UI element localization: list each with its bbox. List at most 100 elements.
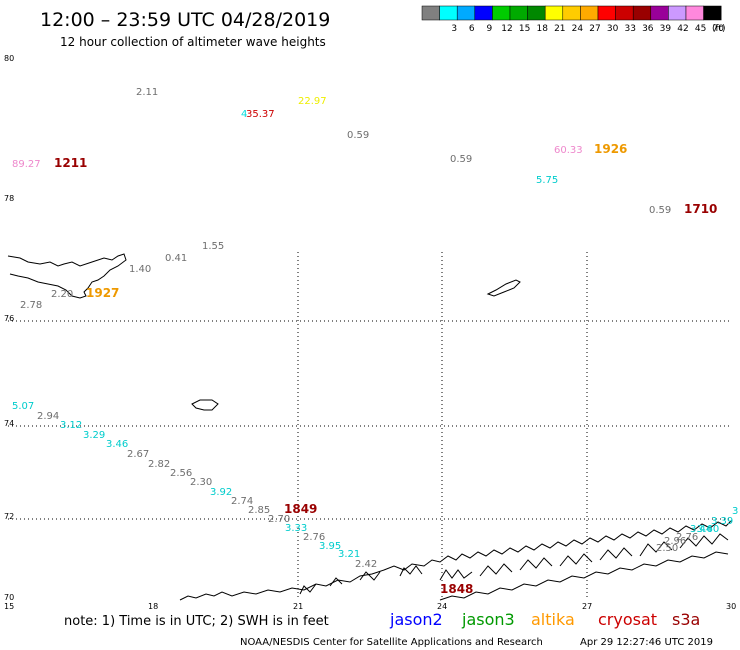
wave-height-label: 2.74 [231, 496, 253, 507]
wave-height-label: 2.76 [676, 532, 698, 543]
page-title: 12:00 – 23:59 UTC 04/28/2019 [40, 9, 330, 31]
wave-height-label: 2.56 [170, 468, 192, 479]
color-scale-swatch [562, 5, 581, 21]
lat-label: 72 [4, 512, 14, 521]
wave-height-label: 3 [732, 506, 738, 517]
wave-height-label: 1.55 [202, 241, 224, 252]
lon-label: 27 [582, 602, 592, 611]
wave-height-observations: 2.11 435.37 22.97 0.59 89.27 1211 60.33 1926 0.5… [12, 87, 738, 596]
color-scale-label: 9 [487, 24, 493, 34]
wave-height-label: 2.78 [20, 300, 42, 311]
pass-time-label: 1211 [54, 156, 87, 170]
wave-height-label: 0.59 [347, 130, 369, 141]
footer-note: note: 1) Time is in UTC; 2) SWH is in fe… [64, 614, 329, 629]
color-scale-label: 27 [589, 24, 600, 34]
page-subtitle: 12 hour collection of altimeter wave hei… [60, 35, 326, 49]
wave-height-label: 0.59 [649, 205, 671, 216]
pass-time-label: 1710 [684, 202, 717, 216]
color-scale-swatch [527, 5, 546, 21]
map-grid [8, 252, 732, 600]
wave-height-label: 2.67 [127, 449, 149, 460]
color-scale-label: 36 [642, 24, 654, 34]
pass-time-label: 1927 [86, 286, 119, 300]
color-scale-swatch [703, 5, 722, 21]
kong-karls-land-coastline [486, 279, 521, 297]
norway-coastline [179, 519, 733, 601]
color-scale-label: 70 [712, 24, 724, 34]
color-scale-swatch [509, 5, 528, 21]
color-scale-swatch [615, 5, 634, 21]
wave-height-label: 22.97 [298, 96, 327, 107]
pass-time-label: 1849 [284, 502, 317, 516]
wave-height-label: 3.33 [285, 523, 307, 534]
lon-label: 24 [437, 602, 447, 611]
lat-label: 70 [4, 593, 14, 602]
norway-interior-coast [439, 551, 729, 601]
color-scale-label: 6 [469, 24, 475, 34]
norway-fjords [299, 533, 729, 595]
color-scale-label: 42 [677, 24, 688, 34]
color-scale-swatch [632, 5, 652, 21]
color-scale-swatch [421, 5, 440, 21]
wave-height-label: 2.70 [268, 514, 290, 525]
lat-label: 76 [4, 314, 14, 323]
color-scale-swatch [650, 5, 669, 21]
color-scale-swatch [685, 5, 704, 21]
color-scale-swatch [474, 5, 493, 21]
wave-height-label: 2.20 [51, 289, 73, 300]
lon-label: 30 [726, 602, 736, 611]
wave-height-label: 3.46 [106, 439, 128, 450]
lat-label: 74 [4, 419, 14, 428]
wave-height-label: 3.12 [60, 420, 82, 431]
satellite-legend-item: jason3 [461, 610, 515, 629]
lon-label: 15 [4, 602, 14, 611]
color-scale-legend: 3 6 9 12 15 18 21 24 27 30 33 36 39 42 45 70 [421, 5, 724, 34]
satellite-legend-item: cryosat [598, 610, 657, 629]
wave-height-label: 2.76 [303, 532, 325, 543]
color-scale-label: 3 [451, 24, 457, 34]
wave-height-label: 89.27 [12, 159, 41, 170]
wave-height-label: 1.40 [129, 264, 151, 275]
satellite-legend-item: s3a [672, 610, 700, 629]
color-scale-label: 12 [501, 24, 512, 34]
wave-height-label: 2.50 [656, 543, 678, 554]
wave-height-label: 3.95 [319, 541, 341, 552]
color-scale-swatch [580, 5, 599, 21]
wave-height-label: 2.30 [190, 477, 212, 488]
color-scale-swatch [597, 5, 616, 21]
lat-label: 80 [4, 54, 14, 63]
wave-height-label: 60.33 [554, 145, 583, 156]
wave-height-label: 2.42 [355, 559, 377, 570]
svalbard-coastline [7, 253, 127, 299]
color-scale-unit: (ft) [712, 24, 726, 34]
bjornoya-coastline [191, 399, 219, 411]
wave-height-label: 2.82 [148, 459, 170, 470]
wave-height-label: 3.60 [697, 524, 719, 535]
color-scale-label: 15 [519, 24, 530, 34]
coastlines [7, 253, 733, 601]
wave-height-label: 5.75 [536, 175, 558, 186]
wave-height-label: 3.39 [711, 516, 733, 527]
footer-timestamp: Apr 29 12:27:46 UTC 2019 [580, 637, 713, 648]
color-scale-swatch [544, 5, 564, 21]
wave-height-label: 0.41 [165, 253, 187, 264]
footer-credit: NOAA/NESDIS Center for Satellite Applica… [240, 637, 543, 648]
color-scale-label: 24 [572, 24, 584, 34]
pass-time-label: 1848 [440, 582, 473, 596]
wave-height-label: 35.37 [246, 109, 275, 120]
wave-height-label: 2.96 [664, 536, 686, 547]
wave-height-label: 3.92 [210, 487, 232, 498]
color-scale-swatch [456, 5, 476, 21]
pass-time-label: 1926 [594, 142, 627, 156]
latitude-labels: 80 78 76 74 72 70 [4, 54, 14, 602]
color-scale-label: 30 [607, 24, 619, 34]
wave-height-label: 2.85 [248, 505, 270, 516]
wave-height-label: 3.21 [338, 549, 360, 560]
wave-height-label: 3.29 [83, 430, 105, 441]
color-scale-label: 18 [536, 24, 548, 34]
satellite-legend-item: altika [531, 610, 575, 629]
lon-label: 21 [293, 602, 303, 611]
lat-label: 78 [4, 194, 14, 203]
color-scale-label: 45 [695, 24, 706, 34]
